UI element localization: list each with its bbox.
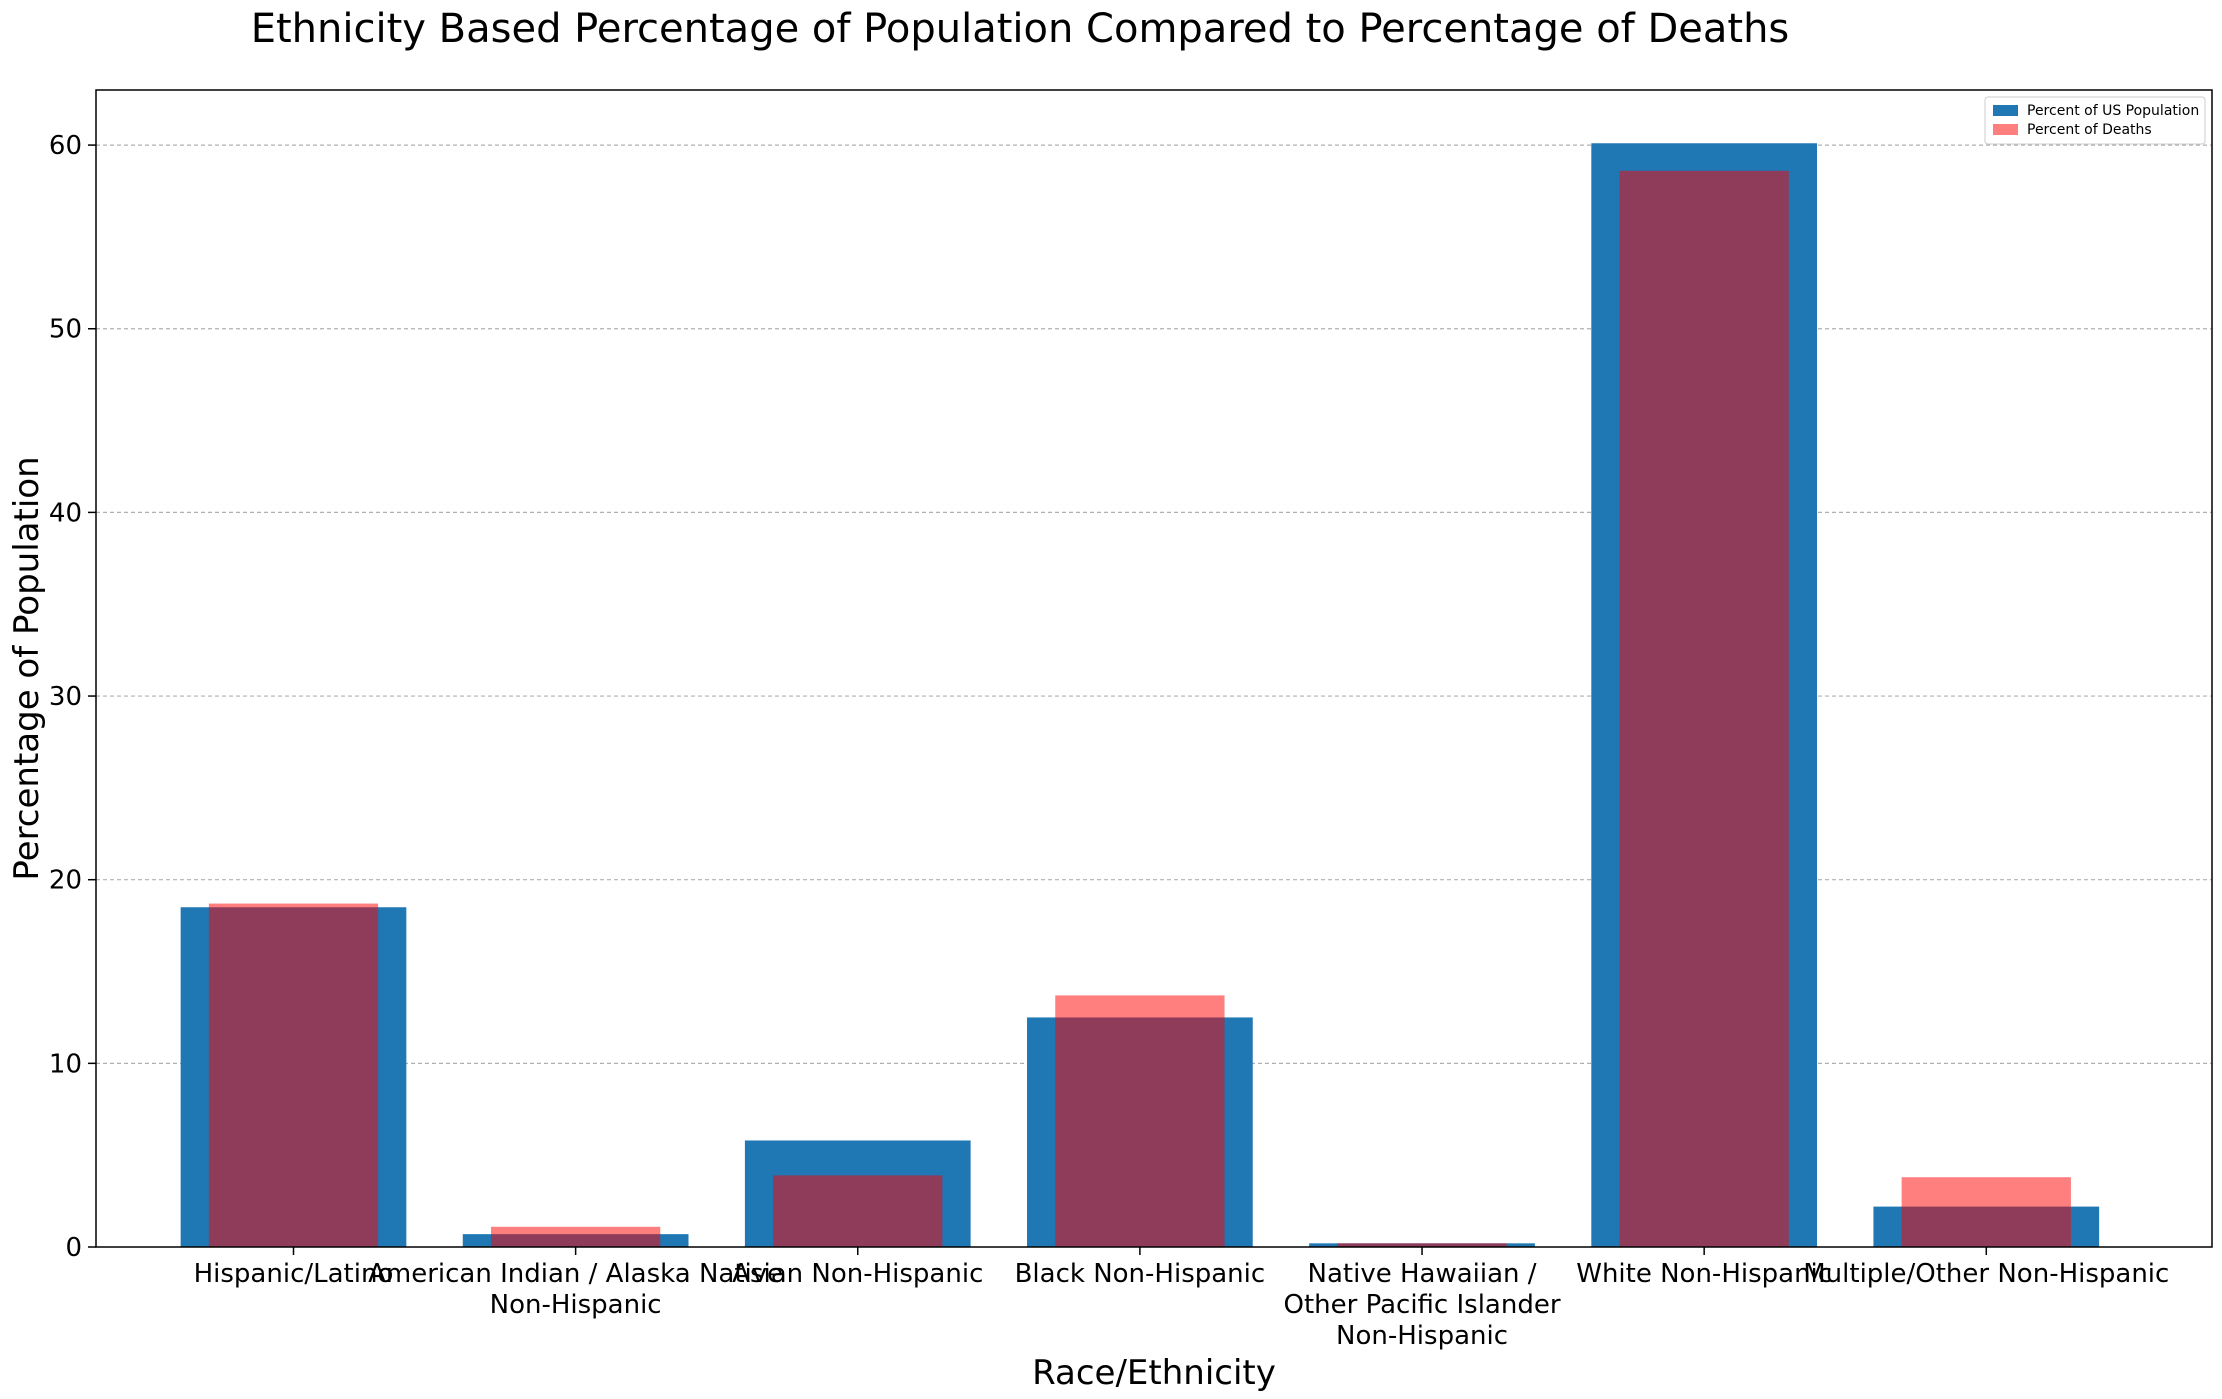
x-tick-label: Non-Hispanic bbox=[1336, 1321, 1508, 1351]
legend-label: Percent of Deaths bbox=[2027, 122, 2152, 138]
chart-title: Ethnicity Based Percentage of Population… bbox=[251, 6, 1790, 52]
bar-deaths bbox=[773, 1175, 943, 1247]
x-tick-label: White Non-Hispanic bbox=[1576, 1259, 1832, 1289]
x-tick-label: Asian Non-Hispanic bbox=[732, 1259, 983, 1289]
grid-lines bbox=[96, 144, 2212, 1064]
x-tick-label: Black Non-Hispanic bbox=[1015, 1259, 1266, 1289]
y-tick-label: 40 bbox=[49, 498, 82, 528]
bar-deaths bbox=[1055, 995, 1225, 1247]
y-axis-ticks: 0 10 20 30 40 50 60 bbox=[49, 131, 96, 1263]
y-tick-label: 10 bbox=[49, 1049, 82, 1079]
y-tick-label: 30 bbox=[49, 682, 82, 712]
legend-box bbox=[1984, 96, 2206, 145]
x-tick-label: Hispanic/Latino bbox=[194, 1259, 394, 1289]
legend: Percent of US Population Percent of Death… bbox=[1984, 96, 2206, 145]
x-tick-label: Multiple/Other Non-Hispanic bbox=[1803, 1259, 2169, 1289]
bar-deaths bbox=[1619, 170, 1789, 1247]
y-tick-label: 50 bbox=[49, 315, 82, 345]
x-tick-label: Other Pacific Islander bbox=[1284, 1290, 1561, 1320]
legend-swatch bbox=[1993, 124, 2018, 135]
x-axis-label: Race/Ethnicity bbox=[1032, 1353, 1276, 1393]
bar-deaths bbox=[1337, 1243, 1507, 1247]
legend-label: Percent of US Population bbox=[2027, 103, 2199, 119]
x-tick-label: Non-Hispanic bbox=[490, 1290, 662, 1320]
bar-deaths bbox=[208, 903, 379, 1247]
y-axis-label: Percentage of Population bbox=[7, 456, 47, 880]
bar-deaths bbox=[1901, 1177, 2071, 1247]
bar-deaths bbox=[490, 1226, 661, 1247]
y-tick-label: 20 bbox=[49, 866, 82, 896]
bars bbox=[180, 143, 2100, 1247]
x-tick-label: Native Hawaiian / bbox=[1308, 1259, 1537, 1289]
y-tick-label: 60 bbox=[49, 131, 82, 161]
plot-area-frame bbox=[95, 89, 2213, 1248]
x-tick-label: American Indian / Alaska Native bbox=[368, 1259, 783, 1289]
y-tick-label: 0 bbox=[65, 1233, 82, 1263]
legend-swatch bbox=[1993, 105, 2018, 116]
